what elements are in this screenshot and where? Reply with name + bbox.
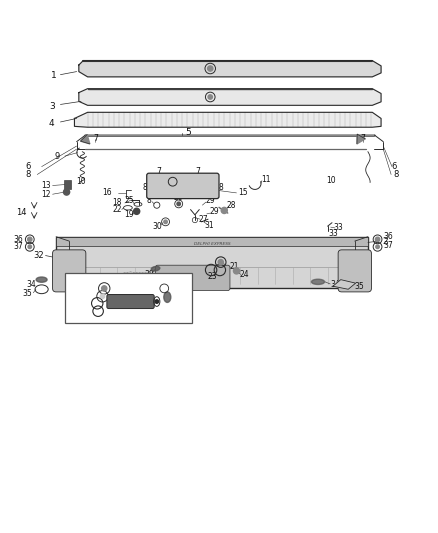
Circle shape bbox=[28, 237, 32, 241]
Text: 6: 6 bbox=[392, 162, 397, 171]
Text: 27: 27 bbox=[199, 215, 208, 224]
Text: 13: 13 bbox=[41, 181, 51, 190]
Ellipse shape bbox=[164, 292, 171, 302]
Text: 32: 32 bbox=[33, 251, 44, 260]
Text: 21: 21 bbox=[230, 262, 239, 271]
Text: 44: 44 bbox=[90, 314, 99, 320]
FancyBboxPatch shape bbox=[147, 173, 219, 199]
Text: 15: 15 bbox=[238, 189, 247, 197]
FancyBboxPatch shape bbox=[65, 273, 192, 324]
Circle shape bbox=[208, 66, 213, 71]
Circle shape bbox=[100, 294, 105, 298]
Text: DELPHI EXPRESS: DELPHI EXPRESS bbox=[194, 242, 230, 246]
Circle shape bbox=[177, 202, 180, 206]
Polygon shape bbox=[81, 135, 90, 144]
Text: 22: 22 bbox=[113, 205, 122, 214]
Polygon shape bbox=[74, 112, 381, 127]
Text: 45: 45 bbox=[83, 304, 92, 310]
FancyBboxPatch shape bbox=[338, 250, 371, 292]
Circle shape bbox=[221, 207, 227, 214]
Text: 35: 35 bbox=[22, 289, 32, 298]
Circle shape bbox=[233, 268, 240, 274]
Text: 8: 8 bbox=[142, 183, 147, 192]
Text: 11: 11 bbox=[261, 175, 271, 184]
FancyBboxPatch shape bbox=[56, 237, 368, 288]
Polygon shape bbox=[79, 61, 381, 77]
Polygon shape bbox=[357, 134, 365, 144]
Circle shape bbox=[375, 237, 380, 241]
Text: 31: 31 bbox=[205, 221, 214, 230]
Text: 8: 8 bbox=[394, 170, 399, 179]
Text: 36: 36 bbox=[14, 235, 23, 244]
Ellipse shape bbox=[151, 266, 160, 271]
Circle shape bbox=[64, 189, 70, 195]
FancyBboxPatch shape bbox=[107, 295, 154, 309]
Circle shape bbox=[208, 95, 212, 99]
Text: 33: 33 bbox=[333, 223, 343, 231]
Circle shape bbox=[218, 260, 223, 265]
Polygon shape bbox=[39, 293, 48, 297]
Text: 6: 6 bbox=[26, 162, 31, 171]
Text: 29: 29 bbox=[205, 196, 215, 205]
Text: 23: 23 bbox=[207, 272, 217, 281]
FancyBboxPatch shape bbox=[155, 265, 230, 290]
Text: 7: 7 bbox=[93, 134, 98, 143]
Circle shape bbox=[164, 220, 167, 223]
Text: 10: 10 bbox=[76, 176, 86, 185]
Text: 28: 28 bbox=[226, 201, 236, 209]
Text: 42: 42 bbox=[171, 289, 180, 295]
Text: 19: 19 bbox=[124, 211, 134, 219]
Text: 35: 35 bbox=[354, 282, 364, 290]
Text: 37: 37 bbox=[384, 241, 393, 250]
Text: 37: 37 bbox=[14, 243, 23, 251]
Circle shape bbox=[155, 300, 159, 303]
Text: 7: 7 bbox=[207, 187, 212, 196]
Text: 4: 4 bbox=[49, 119, 54, 128]
Text: 3: 3 bbox=[49, 102, 56, 111]
Text: 7: 7 bbox=[360, 134, 365, 143]
Text: 33: 33 bbox=[328, 229, 338, 238]
Ellipse shape bbox=[36, 277, 47, 282]
Text: 7: 7 bbox=[156, 166, 161, 175]
Text: 8: 8 bbox=[26, 170, 31, 179]
Text: 34: 34 bbox=[330, 280, 340, 289]
FancyBboxPatch shape bbox=[56, 237, 368, 246]
FancyBboxPatch shape bbox=[64, 180, 71, 189]
Text: 20: 20 bbox=[88, 295, 96, 302]
Circle shape bbox=[376, 245, 379, 248]
Text: 5: 5 bbox=[185, 127, 191, 136]
Text: 25: 25 bbox=[125, 196, 134, 205]
Text: 2: 2 bbox=[383, 237, 388, 246]
Circle shape bbox=[28, 245, 32, 248]
Circle shape bbox=[134, 208, 140, 214]
Text: 8: 8 bbox=[219, 183, 223, 192]
Polygon shape bbox=[333, 280, 356, 289]
Text: 10: 10 bbox=[326, 176, 336, 185]
Text: 40: 40 bbox=[126, 309, 135, 315]
Text: 30: 30 bbox=[153, 222, 162, 231]
Text: 43: 43 bbox=[166, 281, 174, 287]
Polygon shape bbox=[79, 88, 381, 106]
Text: 41: 41 bbox=[159, 304, 168, 310]
Text: 18: 18 bbox=[113, 198, 122, 207]
Text: 9: 9 bbox=[54, 151, 60, 160]
Text: 7: 7 bbox=[195, 166, 201, 175]
Text: 12: 12 bbox=[41, 190, 51, 199]
Text: 8: 8 bbox=[147, 196, 151, 205]
Text: 29: 29 bbox=[210, 207, 219, 216]
Text: 14: 14 bbox=[16, 208, 26, 217]
Text: 24: 24 bbox=[240, 270, 249, 279]
Text: 39: 39 bbox=[96, 278, 105, 285]
Text: 26: 26 bbox=[174, 193, 184, 202]
Text: 1: 1 bbox=[50, 71, 57, 80]
Text: 36: 36 bbox=[384, 232, 393, 241]
Ellipse shape bbox=[311, 279, 325, 285]
Text: 34: 34 bbox=[27, 279, 36, 288]
Text: 38: 38 bbox=[144, 270, 154, 279]
Circle shape bbox=[102, 286, 107, 291]
FancyBboxPatch shape bbox=[53, 250, 86, 292]
Text: 16: 16 bbox=[102, 189, 112, 197]
